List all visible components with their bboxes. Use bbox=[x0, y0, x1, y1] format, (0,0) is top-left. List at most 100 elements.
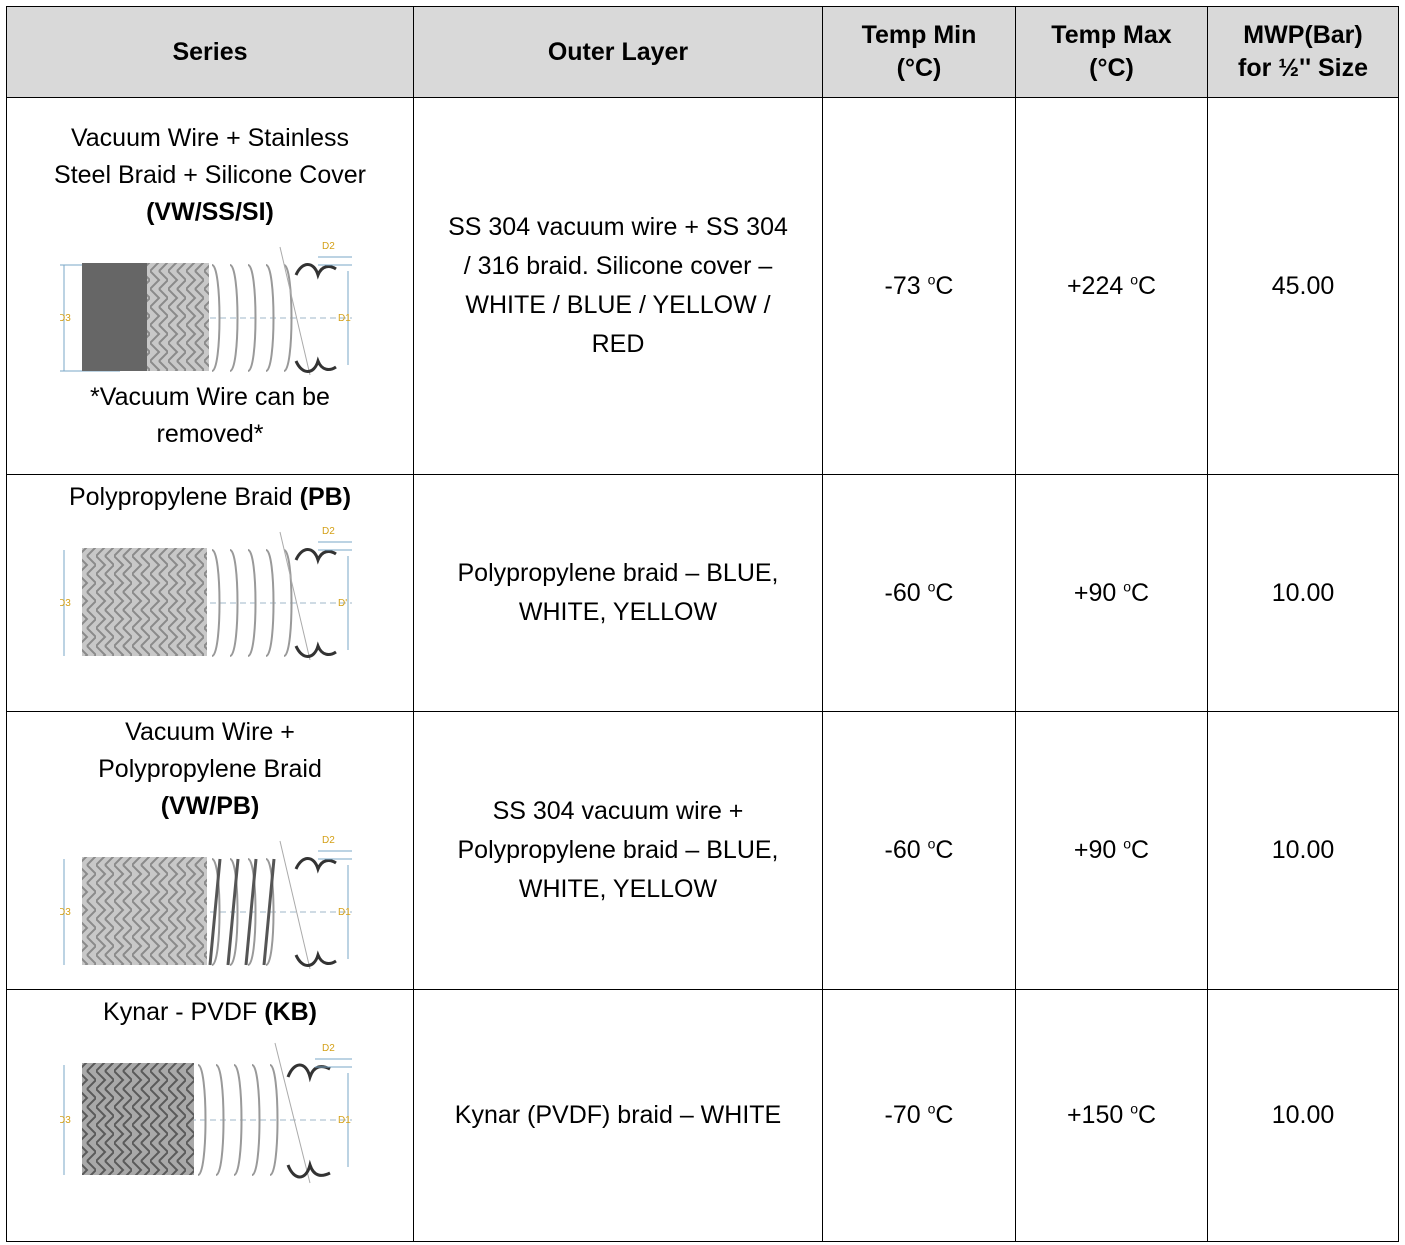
temp-unit: C bbox=[1131, 578, 1150, 607]
temp-min-value: -60 bbox=[884, 836, 921, 864]
series-cell: Vacuum Wire + Stainless Steel Braid + Si… bbox=[6, 97, 414, 475]
table-row: Polypropylene Braid (PB) bbox=[6, 474, 1399, 712]
degree-symbol: o bbox=[1123, 578, 1132, 595]
temp-min-cell: -70 oC bbox=[822, 989, 1016, 1242]
spec-table: Series Outer Layer Temp Min (°C) Temp Ma… bbox=[6, 6, 1399, 1242]
temp-unit: C bbox=[935, 578, 954, 607]
temp-max-cell: +90 oC bbox=[1015, 711, 1208, 990]
diagram-label-d1: D' bbox=[338, 598, 347, 609]
table-row: Vacuum Wire + Stainless Steel Braid + Si… bbox=[6, 97, 1399, 475]
series-code: (VW/PB) bbox=[160, 792, 260, 820]
header-mwp-line2: for ½'' Size bbox=[1238, 54, 1368, 82]
temp-max-cell: +150 oC bbox=[1015, 989, 1208, 1242]
header-temp-max-line2: (°C) bbox=[1089, 54, 1134, 82]
degree-symbol: o bbox=[927, 578, 936, 595]
header-series: Series bbox=[6, 6, 414, 98]
header-temp-max-line1: Temp Max bbox=[1051, 21, 1172, 49]
series-note: *Vacuum Wire can be bbox=[90, 382, 330, 411]
header-temp-max: Temp Max (°C) bbox=[1015, 6, 1208, 98]
hose-diagram: D2 D3 D1 bbox=[60, 835, 352, 969]
header-mwp: MWP(Bar) for ½'' Size bbox=[1207, 6, 1399, 98]
outer-layer-cell: SS 304 vacuum wire + SS 304 / 316 braid.… bbox=[413, 97, 823, 475]
temp-max-value: +150 bbox=[1066, 1101, 1124, 1129]
temp-min-value: -73 bbox=[884, 271, 921, 300]
series-name: Kynar - PVDF bbox=[103, 998, 258, 1026]
mwp-cell: 10.00 bbox=[1207, 989, 1399, 1242]
outer-layer-cell: Kynar (PVDF) braid – WHITE bbox=[413, 989, 823, 1242]
hose-diagram: D2 D3 D' bbox=[60, 526, 352, 660]
degree-symbol: o bbox=[1123, 835, 1132, 852]
temp-unit: C bbox=[935, 1101, 954, 1129]
series-cell: Vacuum Wire + Polypropylene Braid (VW/PB… bbox=[6, 711, 414, 990]
outer-layer-line: / 316 braid. Silicone cover – bbox=[463, 252, 773, 280]
temp-unit: C bbox=[1138, 271, 1157, 300]
mwp-cell: 10.00 bbox=[1207, 474, 1399, 712]
temp-min-value: -60 bbox=[884, 578, 921, 607]
header-outer-layer: Outer Layer bbox=[413, 6, 823, 98]
temp-min-value: -70 bbox=[884, 1101, 921, 1129]
series-code: (PB) bbox=[299, 483, 352, 511]
temp-max-cell: +90 oC bbox=[1015, 474, 1208, 712]
temp-unit: C bbox=[935, 836, 954, 864]
diagram-label-d3: D3 bbox=[60, 598, 71, 609]
outer-layer-line: Polypropylene braid – BLUE, bbox=[457, 559, 779, 587]
outer-layer-line: Polypropylene braid – BLUE, bbox=[457, 836, 779, 864]
diagram-label-d2: D2 bbox=[322, 526, 335, 537]
outer-layer-line: SS 304 vacuum wire + SS 304 bbox=[448, 213, 788, 241]
header-temp-min: Temp Min (°C) bbox=[822, 6, 1016, 98]
series-name-line: Vacuum Wire + bbox=[125, 718, 295, 746]
diagram-label-d1: D1 bbox=[338, 313, 351, 324]
degree-symbol: o bbox=[1130, 271, 1138, 288]
outer-layer-line: Kynar (PVDF) braid – WHITE bbox=[454, 1101, 782, 1129]
mwp-cell: 10.00 bbox=[1207, 711, 1399, 990]
diagram-label-d3: D3 bbox=[60, 313, 71, 324]
temp-max-value: +90 bbox=[1073, 578, 1117, 607]
outer-layer-cell: SS 304 vacuum wire + Polypropylene braid… bbox=[413, 711, 823, 990]
temp-max-cell: +224 oC bbox=[1015, 97, 1208, 475]
diagram-label-d2: D2 bbox=[322, 1043, 335, 1054]
temp-min-cell: -73 oC bbox=[822, 97, 1016, 475]
degree-symbol: o bbox=[927, 1100, 936, 1117]
temp-max-value: +224 bbox=[1066, 271, 1124, 300]
series-name-line: Kynar - PVDF (KB) bbox=[13, 994, 407, 1031]
series-name: Polypropylene Braid bbox=[68, 483, 293, 511]
series-name-line: Polypropylene Braid (PB) bbox=[13, 479, 407, 516]
hose-diagram: D2 D3 D1 bbox=[60, 241, 352, 375]
series-code: (KB) bbox=[264, 998, 317, 1026]
degree-symbol: o bbox=[927, 835, 936, 852]
diagram-label-d1: D1 bbox=[338, 907, 351, 918]
temp-unit: C bbox=[1131, 836, 1150, 864]
series-cell: Kynar - PVDF (KB) bbox=[6, 989, 414, 1242]
series-name-line: Polypropylene Braid bbox=[98, 755, 322, 783]
diagram-label-d3: D3 bbox=[60, 1115, 71, 1126]
series-note: removed* bbox=[156, 419, 264, 448]
series-name-line: Vacuum Wire + Stainless bbox=[70, 123, 350, 152]
diagram-label-d2: D2 bbox=[322, 835, 335, 846]
degree-symbol: o bbox=[927, 271, 936, 288]
temp-min-cell: -60 oC bbox=[822, 711, 1016, 990]
header-mwp-line1: MWP(Bar) bbox=[1243, 21, 1363, 49]
diagram-label-d1: D1 bbox=[338, 1115, 351, 1126]
temp-min-cell: -60 oC bbox=[822, 474, 1016, 712]
outer-layer-line: RED bbox=[591, 330, 645, 358]
header-row: Series Outer Layer Temp Min (°C) Temp Ma… bbox=[6, 6, 1399, 98]
outer-layer-line: WHITE, YELLOW bbox=[518, 875, 718, 903]
series-name-line: Steel Braid + Silicone Cover bbox=[54, 160, 366, 189]
outer-layer-line: WHITE / BLUE / YELLOW / bbox=[465, 291, 771, 319]
temp-max-value: +90 bbox=[1073, 836, 1117, 864]
diagram-label-d2: D2 bbox=[322, 241, 335, 252]
outer-layer-line: SS 304 vacuum wire + bbox=[492, 797, 744, 825]
degree-symbol: o bbox=[1130, 1100, 1138, 1117]
table-row: Vacuum Wire + Polypropylene Braid (VW/PB… bbox=[6, 711, 1399, 990]
series-cell: Polypropylene Braid (PB) bbox=[6, 474, 414, 712]
outer-layer-cell: Polypropylene braid – BLUE, WHITE, YELLO… bbox=[413, 474, 823, 712]
hose-diagram: D2 D3 D1 bbox=[60, 1042, 352, 1184]
header-temp-min-line1: Temp Min bbox=[861, 21, 977, 49]
diagram-label-d3: D3 bbox=[60, 907, 71, 918]
temp-unit: C bbox=[935, 271, 954, 300]
temp-unit: C bbox=[1138, 1101, 1157, 1129]
header-temp-min-line2: (°C) bbox=[896, 54, 942, 82]
series-code: (VW/SS/SI) bbox=[146, 197, 274, 226]
outer-layer-line: WHITE, YELLOW bbox=[518, 598, 718, 626]
table-row: Kynar - PVDF (KB) bbox=[6, 989, 1399, 1242]
